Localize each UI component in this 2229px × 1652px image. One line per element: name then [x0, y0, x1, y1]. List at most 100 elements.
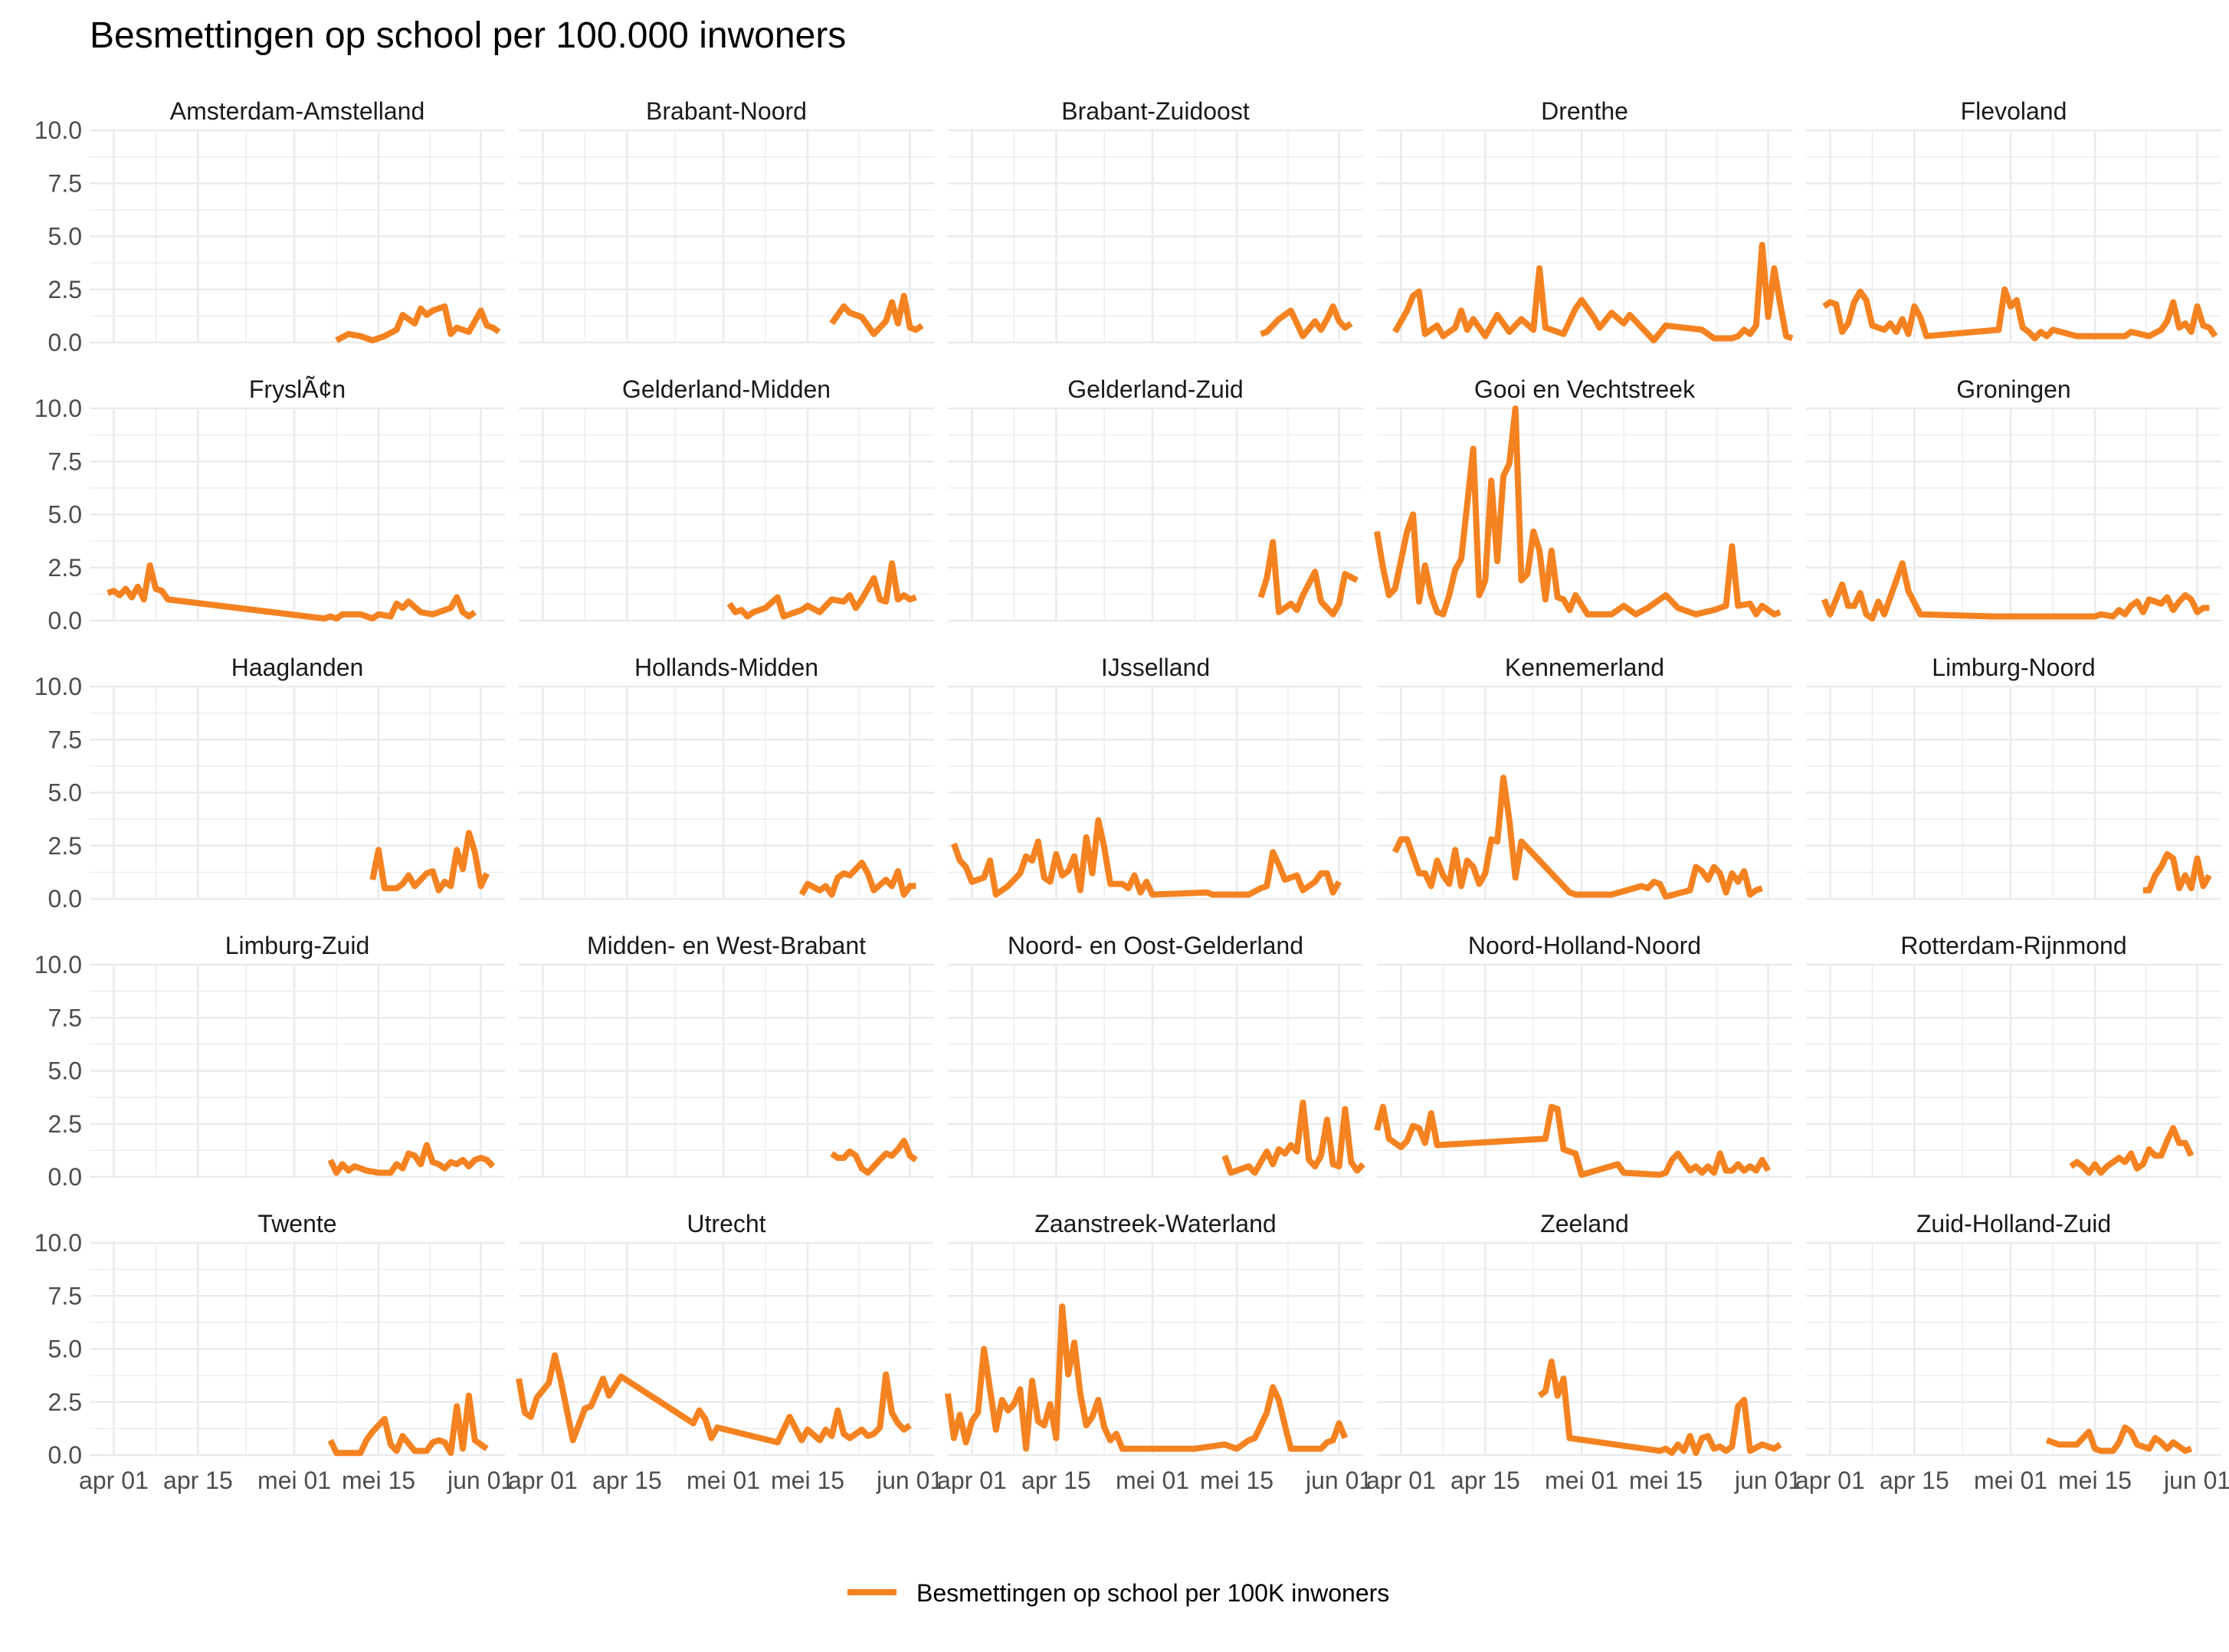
- series-line: [1374, 405, 1782, 618]
- facet-panel: Rotterdam-Rijnmond: [1806, 932, 2221, 1178]
- y-tick-label: 2.5: [48, 1388, 82, 1416]
- facet-panel: Twente 0.0 2.5 5.0 7.5 10.0 apr 01 apr 15 mei 01…: [34, 1210, 514, 1494]
- facet-panel: Flevoland: [1806, 97, 2221, 344]
- series-line: [2069, 1125, 2195, 1176]
- legend: Besmettingen op school per 100K inwoners: [847, 1579, 1389, 1607]
- series-line: [829, 293, 924, 337]
- y-tick-label: 2.5: [48, 1110, 82, 1138]
- y-tick-label: 5.0: [48, 501, 82, 529]
- facet-strip-label: Haaglanden: [231, 654, 364, 681]
- facet-strip-label: Drenthe: [1541, 97, 1628, 125]
- y-tick-label: 0.0: [48, 329, 82, 356]
- facet-strip-label: IJsselland: [1101, 654, 1210, 681]
- x-tick-label: mei 15: [1200, 1467, 1273, 1494]
- series-line: [726, 560, 917, 620]
- facet-strip-label: Brabant-Noord: [646, 97, 807, 125]
- facet-strip-label: Hollands-Midden: [634, 654, 818, 681]
- facet-strip-label: FryslÃ¢n: [249, 375, 346, 403]
- facet-strip-label: Brabant-Zuidoost: [1061, 97, 1250, 125]
- x-tick-label: jun 01: [2163, 1467, 2229, 1494]
- x-tick-label: jun 01: [1305, 1467, 1372, 1494]
- facet-panel: Limburg-Noord: [1806, 654, 2221, 900]
- y-tick-label: 2.5: [48, 276, 82, 303]
- y-tick-label: 0.0: [48, 1163, 82, 1191]
- x-tick-label: apr 15: [592, 1467, 662, 1494]
- x-tick-label: apr 01: [1366, 1467, 1436, 1494]
- facet-strip-label: Zaanstreek-Waterland: [1034, 1210, 1276, 1237]
- x-tick-label: apr 15: [163, 1467, 233, 1494]
- facet-panel: Midden- en West-Brabant: [519, 932, 934, 1178]
- facet-panel: Gelderland-Midden: [519, 375, 934, 622]
- x-tick-label: apr 01: [1795, 1467, 1865, 1494]
- y-tick-label: 10.0: [34, 116, 82, 144]
- y-tick-label: 5.0: [48, 1057, 82, 1085]
- facet-strip-label: Limburg-Noord: [1932, 654, 2095, 681]
- facet-strip-label: Utrecht: [687, 1210, 765, 1237]
- series-line: [335, 303, 501, 344]
- series-line: [830, 1137, 918, 1176]
- y-tick-label: 7.5: [48, 447, 82, 475]
- facet-strip-label: Limburg-Zuid: [225, 932, 370, 959]
- series-line: [369, 830, 490, 893]
- facet-panel: Noord- en Oost-Gelderland: [948, 932, 1365, 1178]
- facet-panel: Zuid-Holland-Zuid apr 01 apr 15 mei 01 mei 1…: [1795, 1210, 2229, 1494]
- series-line: [107, 562, 477, 622]
- x-tick-label: mei 15: [2058, 1467, 2132, 1494]
- chart-title: Besmettingen op school per 100.000 inwon…: [90, 15, 846, 56]
- y-tick-label: 0.0: [48, 885, 82, 913]
- facet-strip-label: Gelderland-Midden: [622, 375, 831, 403]
- facet-strip-label: Amsterdam-Amstelland: [170, 97, 425, 125]
- y-tick-label: 10.0: [34, 673, 82, 700]
- x-tick-label: apr 15: [1450, 1467, 1520, 1494]
- facet-panel: Brabant-Zuidoost: [948, 97, 1363, 344]
- facet-panel: Drenthe: [1377, 97, 1794, 344]
- y-tick-label: 10.0: [34, 951, 82, 978]
- x-tick-label: mei 01: [1116, 1467, 1189, 1494]
- x-tick-label: mei 15: [1629, 1467, 1703, 1494]
- x-tick-label: jun 01: [447, 1467, 514, 1494]
- x-tick-label: apr 15: [1880, 1467, 1949, 1494]
- x-tick-label: mei 01: [257, 1467, 331, 1494]
- facet-panel: Zeeland apr 01 apr 15 mei 01 mei 15 jun 01: [1366, 1210, 1801, 1494]
- x-tick-label: mei 01: [1974, 1467, 2047, 1494]
- x-tick-label: mei 01: [1545, 1467, 1618, 1494]
- y-tick-label: 5.0: [48, 223, 82, 251]
- y-tick-label: 10.0: [34, 395, 82, 422]
- y-tick-label: 7.5: [48, 1004, 82, 1031]
- y-tick-label: 0.0: [48, 607, 82, 634]
- facet-strip-label: Kennemerland: [1505, 654, 1664, 681]
- facet-panel: Gelderland-Zuid: [948, 375, 1363, 622]
- series-line: [1392, 241, 1794, 344]
- facet-panel: Zaanstreek-Waterland apr 01 apr 15 mei 01 me…: [937, 1210, 1372, 1494]
- y-tick-label: 7.5: [48, 726, 82, 753]
- facet-panel: Groningen: [1806, 375, 2221, 622]
- facet-panel: Noord-Holland-Noord: [1374, 932, 1792, 1178]
- series-line: [945, 1303, 1349, 1452]
- y-tick-label: 7.5: [48, 1282, 82, 1309]
- legend-label: Besmettingen op school per 100K inwoners: [916, 1579, 1389, 1607]
- facet-panels: Amsterdam-Amstelland 0.0 2.5 5.0 7.5 10.0 Brab…: [34, 97, 2229, 1494]
- x-tick-label: apr 01: [79, 1467, 149, 1494]
- series-line: [1391, 775, 1764, 900]
- facet-strip-label: Gooi en Vechtstreek: [1474, 375, 1696, 403]
- x-tick-label: apr 15: [1021, 1467, 1091, 1494]
- y-tick-label: 5.0: [48, 779, 82, 807]
- y-tick-label: 0.0: [48, 1441, 82, 1469]
- facet-panel: Limburg-Zuid 0.0 2.5 5.0 7.5 10.0: [34, 932, 505, 1191]
- facet-strip-label: Zeeland: [1540, 1210, 1629, 1237]
- series-line: [1257, 539, 1359, 618]
- facet-strip-label: Gelderland-Zuid: [1067, 375, 1243, 403]
- facet-panel: IJsselland: [948, 654, 1363, 900]
- series-line: [2142, 851, 2212, 893]
- y-tick-label: 2.5: [48, 554, 82, 582]
- facet-strip-label: Twente: [257, 1210, 336, 1237]
- y-tick-label: 2.5: [48, 832, 82, 860]
- series-line: [951, 817, 1342, 898]
- facet-strip-label: Midden- en West-Brabant: [587, 932, 866, 959]
- facet-strip-label: Flevoland: [1961, 97, 2067, 125]
- facet-panel: Utrecht apr 01 apr 15 mei 01 mei 15 jun 01: [508, 1210, 943, 1494]
- x-tick-label: jun 01: [1734, 1467, 1801, 1494]
- facet-panel: Gooi en Vechtstreek: [1374, 375, 1792, 622]
- series-line: [1221, 1100, 1365, 1176]
